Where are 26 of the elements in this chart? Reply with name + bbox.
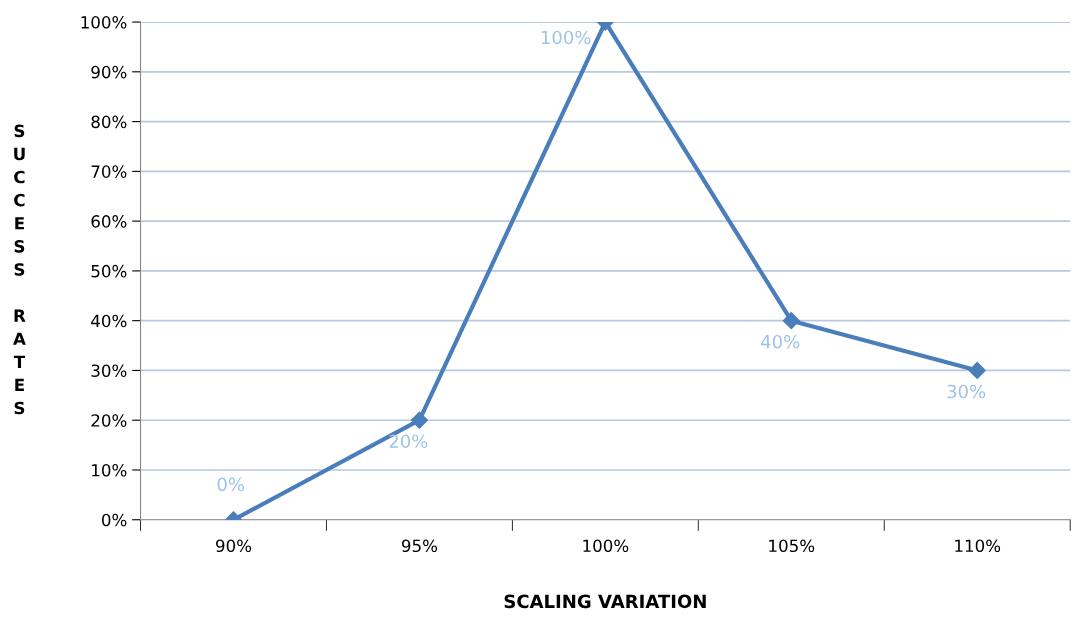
- data-label: 0%: [217, 477, 245, 492]
- data-label: 30%: [947, 384, 986, 399]
- data-label: 40%: [761, 334, 800, 349]
- x-tick-label: 95%: [401, 539, 438, 553]
- x-tick-label: 105%: [769, 539, 815, 553]
- text: SUCCESS RATES: [13, 124, 26, 415]
- y-tick-label: 100%: [81, 16, 127, 29]
- point: [968, 361, 986, 379]
- x-tick-label: 110%: [955, 539, 1001, 553]
- y-tick-label: 0%: [101, 513, 127, 527]
- point: [410, 411, 428, 429]
- y-tick-label: 40%: [91, 314, 127, 328]
- x-tick-label: 90%: [216, 539, 252, 553]
- x-axis-title: SCALING VARIATION: [504, 594, 706, 609]
- data-label: 100%: [541, 30, 591, 45]
- y-tick-label: 60%: [91, 215, 127, 228]
- y-tick-label: 20%: [91, 414, 127, 427]
- y-tick-label: 70%: [91, 165, 127, 178]
- data-label: 20%: [389, 434, 428, 449]
- point: [782, 312, 800, 330]
- y-tick-label: 30%: [91, 364, 127, 378]
- y-tick-label: 80%: [91, 115, 127, 129]
- y-tick-label: 90%: [91, 65, 127, 79]
- y-tick-label: 50%: [91, 264, 127, 278]
- x-tick-label: 100%: [583, 539, 629, 553]
- y-tick-label: 10%: [92, 463, 127, 477]
